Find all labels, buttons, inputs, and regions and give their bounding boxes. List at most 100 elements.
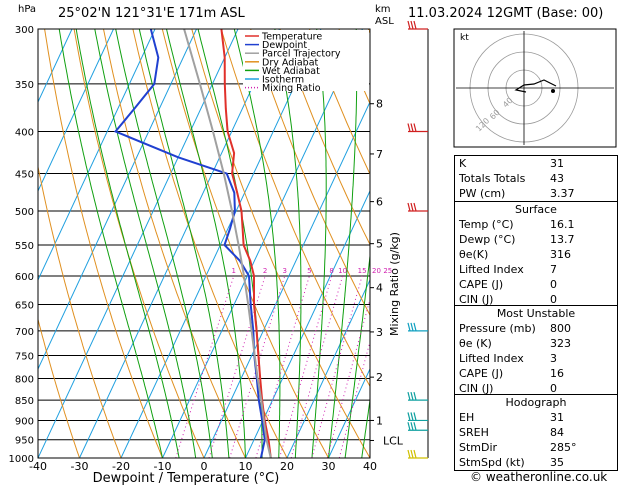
- location-title: 25°02'N 121°31'E 171m ASL: [58, 6, 245, 21]
- index-row: K 31: [455, 156, 617, 171]
- index-key: Totals Totals: [459, 172, 526, 185]
- altitude-tick-label: 2: [376, 371, 383, 384]
- mixing-ratio-axis-label: Mixing Ratio (g/kg): [388, 232, 401, 336]
- wet-adiabat-line: [311, 29, 327, 458]
- isotherm-line: [286, 278, 370, 458]
- wind-barb-flag: [413, 422, 417, 431]
- mixing-ratio-label: 8: [329, 267, 333, 275]
- index-value: 3.37: [550, 187, 575, 200]
- dry-adiabat-line: [44, 29, 163, 458]
- temperature-tick-label: -30: [71, 460, 89, 473]
- wind-barb-flag: [413, 202, 417, 212]
- surface-table: Surface Temp (°C) 16.1 Dewp (°C) 13.7 θe(K) 3…: [454, 201, 618, 308]
- hodograph-key: StmSpd (kt): [459, 456, 525, 469]
- mixing-ratio-label: 15: [358, 267, 367, 275]
- isotherm-line: [79, 29, 280, 458]
- mixing-ratio-label: 3: [283, 267, 287, 275]
- index-row: Totals Totals 43: [455, 171, 617, 186]
- skewt-profiles: [113, 29, 272, 458]
- legend-label: Isotherm: [262, 75, 304, 86]
- wind-barb-flag: [410, 20, 414, 30]
- pressure-tick-label: 400: [15, 128, 34, 139]
- most-unstable-key: Lifted Index: [459, 352, 524, 365]
- index-value: 31: [550, 157, 564, 170]
- pressure-tick-label: 650: [15, 301, 34, 312]
- pressure-tick-label: 550: [15, 241, 34, 252]
- surface-value: 0: [550, 293, 557, 306]
- hodograph-rows: EH 31 SREH 84 StmDir 285° StmSpd (kt) 35: [455, 410, 617, 470]
- wind-barb: [407, 202, 428, 212]
- wind-barb-flag: [407, 422, 411, 431]
- hodograph-value: 84: [550, 426, 564, 439]
- wet-adiabat-line: [166, 29, 246, 458]
- wind-barb-flag: [410, 123, 414, 132]
- surface-key: Dewp (°C): [459, 233, 516, 246]
- legend-label: Dewpoint: [262, 40, 307, 51]
- altitude-tick-label: 7: [376, 148, 383, 161]
- surface-row: Dewp (°C) 13.7: [455, 232, 617, 247]
- surface-key: Lifted Index: [459, 263, 524, 276]
- wind-barb-flag: [410, 202, 414, 212]
- km-unit-label: km: [375, 4, 391, 15]
- wind-barbs: [407, 20, 429, 459]
- altitude-tick-label: LCL: [383, 434, 404, 447]
- skewt-axes: 3003504004505005506006507007508008509009…: [9, 25, 404, 473]
- pressure-tick-label: 450: [15, 169, 34, 180]
- most-unstable-row: Lifted Index 3: [455, 351, 617, 366]
- wet-adiabat-line: [328, 29, 358, 458]
- datetime-title: 11.03.2024 12GMT (Base: 00): [408, 6, 604, 21]
- temperature-tick-label: 10: [239, 460, 253, 473]
- altitude-tick-label: 8: [376, 98, 383, 111]
- wet-adiabat-line: [274, 29, 302, 458]
- credit-footer: © weatheronline.co.uk: [470, 470, 608, 484]
- altitude-tick-label: 4: [376, 282, 383, 295]
- most-unstable-key: CAPE (J): [459, 367, 504, 380]
- wind-barb-flag: [407, 322, 411, 332]
- wind-barb: [407, 422, 428, 431]
- wind-barb: [407, 412, 428, 422]
- surface-row: Lifted Index 7: [455, 262, 617, 277]
- surface-key: Temp (°C): [459, 218, 514, 231]
- wind-barb-flag: [407, 449, 411, 459]
- mixing-ratio-label: 1: [232, 267, 236, 275]
- surface-value: 316: [550, 248, 571, 261]
- wind-barb: [407, 322, 428, 332]
- most-unstable-value: 0: [550, 382, 557, 395]
- temperature-tick-label: 30: [322, 460, 336, 473]
- wind-barb: [407, 391, 428, 401]
- legend-label: Wet Adiabat: [262, 66, 320, 77]
- wet-adiabat-line: [94, 29, 197, 458]
- hodograph-trace: [514, 79, 557, 93]
- temperature-tick-label: -20: [112, 460, 130, 473]
- surface-key: CAPE (J): [459, 278, 504, 291]
- parcel-trajectory-line: [183, 29, 272, 458]
- isotherm-line: [203, 100, 370, 458]
- most-unstable-title: Most Unstable: [496, 307, 576, 320]
- surface-row: CAPE (J) 0: [455, 277, 617, 292]
- wind-barb-flag: [410, 412, 414, 421]
- altitude-tick-label: 6: [376, 196, 383, 209]
- dewpoint-line: [113, 29, 266, 458]
- index-key: K: [459, 157, 467, 170]
- wet-adiabat-line: [361, 396, 370, 458]
- wind-barb-flag: [413, 123, 417, 132]
- most-unstable-value: 323: [550, 337, 571, 350]
- dry-adiabat-line: [38, 164, 122, 458]
- hodograph-value: 285°: [550, 441, 577, 454]
- dry-adiabat-line: [73, 29, 205, 458]
- mixing-ratio-line: [279, 275, 333, 458]
- hodograph-unit-label: kt: [460, 33, 469, 43]
- legend-label: Mixing Ratio: [262, 83, 321, 94]
- wind-barb-flag: [407, 20, 411, 30]
- surface-rows: Temp (°C) 16.1 Dewp (°C) 13.7 θe(K) 316 Lifted…: [455, 217, 617, 307]
- wind-barb-flag: [413, 20, 417, 30]
- surface-value: 7: [550, 263, 557, 276]
- pressure-tick-label: 600: [15, 272, 34, 283]
- wind-barb-flag: [413, 449, 417, 459]
- surface-value: 0: [550, 278, 557, 291]
- wind-barb-flag: [407, 412, 411, 421]
- surface-value: 13.7: [550, 233, 575, 246]
- legend-label: Parcel Trajectory: [262, 49, 341, 60]
